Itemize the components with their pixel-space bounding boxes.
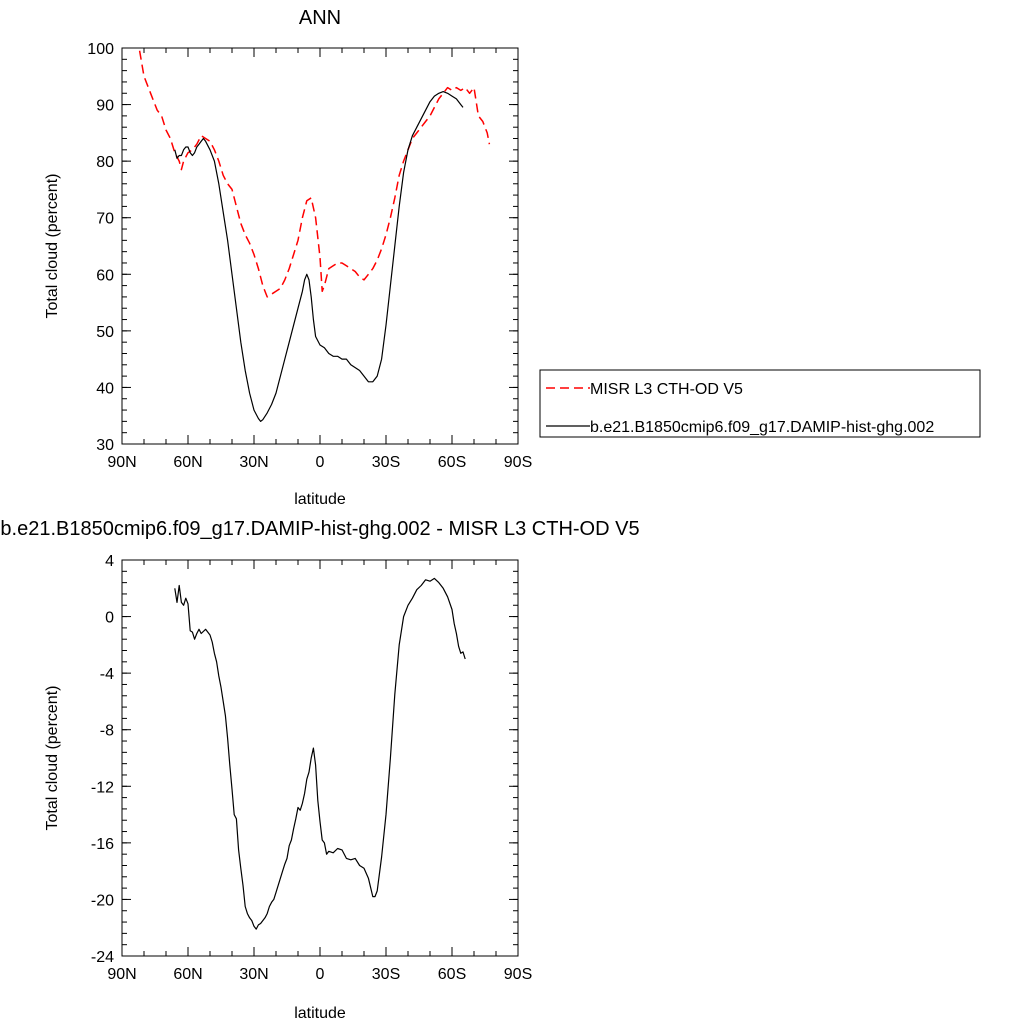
x-tick-labels: 90N 60N 30N 0 30S 60S 90S bbox=[107, 454, 532, 471]
y-tick-label: 30 bbox=[96, 437, 114, 454]
x-tick-label: 90S bbox=[504, 454, 532, 471]
legend: MISR L3 CTH-OD V5 b.e21.B1850cmip6.f09_g… bbox=[539, 369, 981, 438]
diff-x-tick-labels: 90N 60N 30N 0 30S 60S 90S bbox=[107, 966, 532, 983]
difference-series-line bbox=[174, 577, 466, 930]
diff-plot-frame bbox=[121, 559, 519, 957]
legend-box bbox=[539, 369, 981, 438]
y-tick-label: 100 bbox=[87, 41, 114, 58]
y-tick-label: 4 bbox=[105, 553, 114, 570]
x-tick-label: 60S bbox=[438, 966, 466, 983]
x-tick-label: 0 bbox=[316, 966, 325, 983]
y-tick-label: 60 bbox=[96, 267, 114, 284]
x-tick-label: 90N bbox=[107, 966, 136, 983]
diff-y-tick-labels: 4 0 -4 -8 -12 -16 -20 -24 bbox=[91, 553, 114, 966]
diff-axis-ticks bbox=[121, 559, 519, 957]
x-tick-label: 30S bbox=[372, 966, 400, 983]
x-tick-label: 30N bbox=[239, 966, 268, 983]
x-tick-label: 60N bbox=[173, 454, 202, 471]
legend-label-model: b.e21.B1850cmip6.f09_g17.DAMIP-hist-ghg.… bbox=[590, 419, 934, 436]
y-tick-label: 50 bbox=[96, 324, 114, 341]
y-tick-label: -8 bbox=[100, 723, 114, 740]
y-tick-label: -16 bbox=[91, 836, 114, 853]
y-tick-label: -20 bbox=[91, 892, 114, 909]
x-tick-label: 60N bbox=[173, 966, 202, 983]
diff-series-group bbox=[174, 577, 466, 930]
y-tick-label: 90 bbox=[96, 98, 114, 115]
plot-frame bbox=[121, 47, 519, 445]
y-tick-label: -24 bbox=[91, 949, 114, 966]
y-tick-label: 70 bbox=[96, 211, 114, 228]
diff-y-axis-label: Total cloud (percent) bbox=[44, 686, 61, 831]
difference-panel: b.e21.B1850cmip6.f09_g17.DAMIP-hist-ghg.… bbox=[0, 518, 639, 1022]
axis-ticks bbox=[121, 47, 519, 445]
x-axis-label: latitude bbox=[294, 491, 346, 508]
legend-label-misr: MISR L3 CTH-OD V5 bbox=[590, 381, 743, 398]
x-tick-label: 90S bbox=[504, 966, 532, 983]
model-series-line bbox=[174, 91, 464, 422]
y-tick-label: 40 bbox=[96, 380, 114, 397]
series-group bbox=[138, 50, 491, 422]
x-tick-label: 0 bbox=[316, 454, 325, 471]
x-tick-label: 90N bbox=[107, 454, 136, 471]
climatology-panel: ANN 90N 60N 30N 0 30S 60S 90S 30 40 50 60 70 80 90 10… bbox=[44, 7, 981, 508]
x-tick-label: 30N bbox=[239, 454, 268, 471]
y-tick-label: 80 bbox=[96, 154, 114, 171]
y-tick-label: -4 bbox=[100, 666, 114, 683]
y-tick-label: 0 bbox=[105, 610, 114, 627]
x-tick-label: 60S bbox=[438, 454, 466, 471]
diff-chart-title: b.e21.B1850cmip6.f09_g17.DAMIP-hist-ghg.… bbox=[0, 518, 639, 540]
y-tick-labels: 30 40 50 60 70 80 90 100 bbox=[87, 41, 114, 454]
y-axis-label: Total cloud (percent) bbox=[44, 174, 61, 319]
misr-series-line bbox=[138, 50, 491, 298]
x-tick-label: 30S bbox=[372, 454, 400, 471]
chart-title: ANN bbox=[299, 7, 341, 29]
diff-x-axis-label: latitude bbox=[294, 1005, 346, 1022]
y-tick-label: -12 bbox=[91, 779, 114, 796]
